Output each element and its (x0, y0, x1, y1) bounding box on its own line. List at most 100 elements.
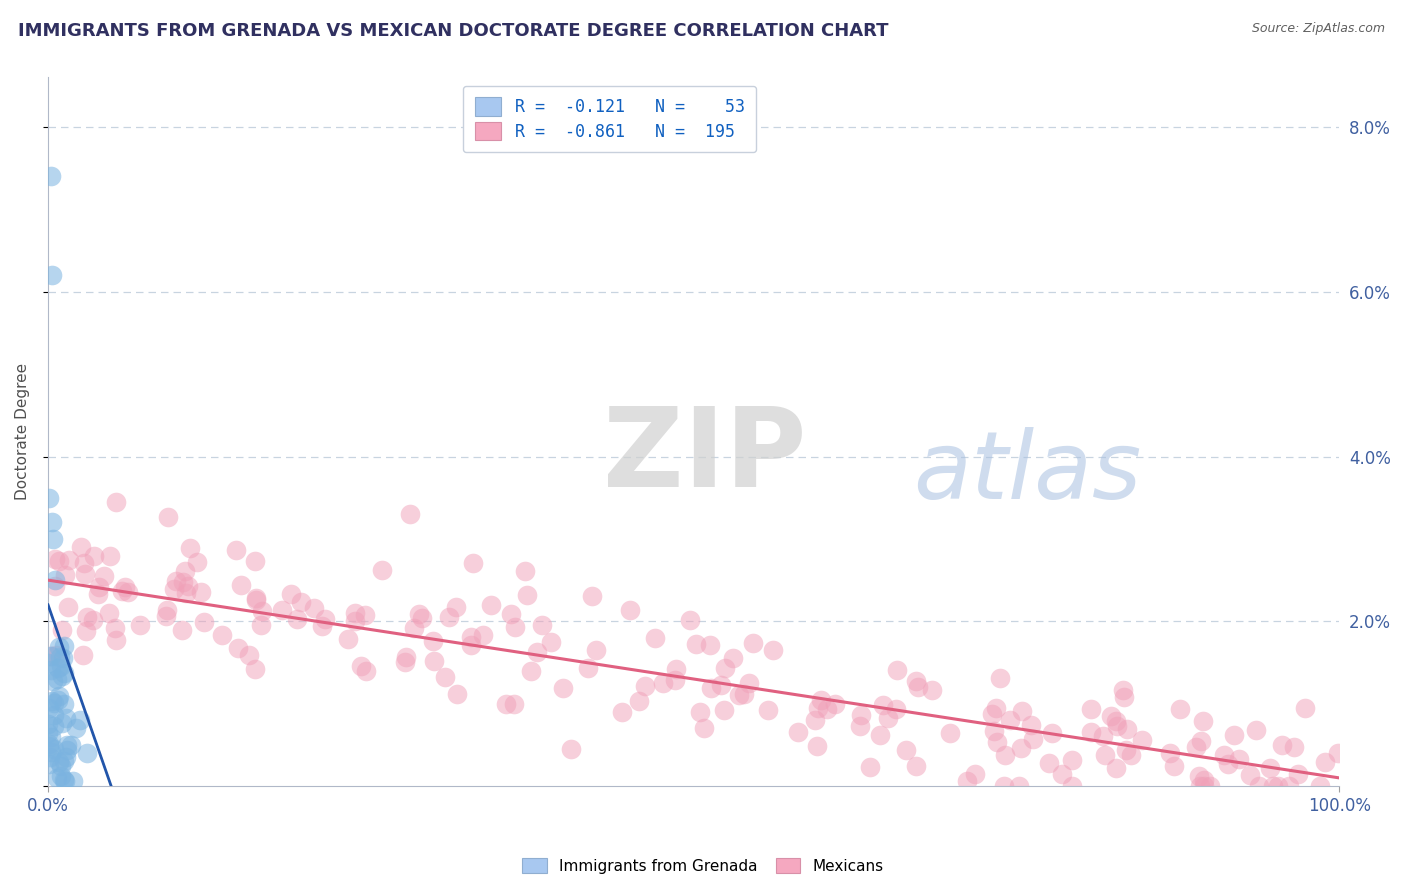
Point (76, 746, 98, 760)
Point (55, 749, 77, 764)
Point (1188, 769, 1211, 783)
Point (87, 587, 110, 601)
Point (1313, 756, 1336, 770)
Point (52, 666, 75, 681)
Point (1213, 748, 1236, 763)
Point (803, 713, 825, 727)
Point (1008, 779, 1031, 793)
Point (394, 655, 416, 669)
Point (1105, 714, 1128, 728)
Point (114, 580, 136, 594)
Point (404, 621, 426, 635)
Point (998, 713, 1021, 727)
Point (1080, 724, 1102, 739)
Point (38, 738, 60, 752)
Point (104, 633, 127, 648)
Point (49, 649, 72, 664)
Point (73, 556, 96, 570)
Point (51, 623, 73, 637)
Point (42, 532, 65, 546)
Point (165, 574, 187, 588)
Point (344, 614, 367, 628)
Point (993, 779, 1015, 793)
Point (963, 767, 986, 781)
Point (1121, 747, 1143, 762)
Point (713, 703, 735, 717)
Point (727, 688, 749, 702)
Point (38, 739, 60, 753)
Point (685, 637, 707, 651)
Point (689, 705, 711, 719)
Point (45, 673, 67, 687)
Point (503, 697, 526, 711)
Point (186, 555, 208, 569)
Point (51, 668, 73, 682)
Point (52, 650, 75, 665)
Point (48, 661, 70, 675)
Point (41, 663, 63, 677)
Text: Source: ZipAtlas.com: Source: ZipAtlas.com (1251, 22, 1385, 36)
Point (530, 618, 553, 632)
Point (634, 679, 657, 693)
Point (905, 674, 928, 689)
Point (540, 635, 562, 649)
Point (869, 728, 891, 742)
Point (290, 595, 312, 609)
Point (177, 579, 200, 593)
Legend: Immigrants from Grenada, Mexicans: Immigrants from Grenada, Mexicans (516, 852, 890, 880)
Point (1258, 761, 1281, 775)
Point (48, 755, 70, 769)
Point (250, 617, 273, 632)
Point (581, 589, 603, 603)
Point (55, 711, 77, 725)
Point (1168, 701, 1191, 715)
Point (560, 742, 582, 756)
Point (665, 662, 688, 676)
Point (1216, 757, 1239, 772)
Point (39, 750, 62, 764)
Point (41, 649, 63, 664)
Point (824, 698, 846, 712)
Point (42, 674, 65, 689)
Point (652, 676, 675, 690)
Point (1060, 753, 1083, 767)
Point (1050, 767, 1073, 781)
Point (129, 618, 152, 632)
Point (395, 649, 418, 664)
Point (700, 681, 723, 696)
Point (72, 648, 94, 662)
Point (56, 743, 79, 757)
Point (37, 701, 59, 715)
Legend: R =  -0.121   N =    53, R =  -0.861   N =  195: R = -0.121 N = 53, R = -0.861 N = 195 (463, 86, 756, 153)
Point (1115, 742, 1137, 756)
Point (65, 722, 87, 736)
Point (56, 600, 79, 615)
Point (111, 584, 134, 599)
Point (762, 643, 785, 657)
Point (721, 651, 744, 665)
Point (444, 599, 467, 614)
Point (62, 774, 84, 789)
Point (42, 742, 65, 756)
Point (859, 760, 882, 774)
Point (229, 577, 252, 591)
Point (73, 567, 96, 582)
Point (51, 769, 73, 783)
Point (117, 585, 139, 599)
Point (104, 621, 127, 635)
Point (89, 580, 111, 594)
Point (1105, 761, 1128, 775)
Point (1159, 746, 1181, 760)
Point (174, 586, 197, 600)
Point (1271, 738, 1294, 752)
Point (1198, 779, 1220, 793)
Point (353, 607, 375, 622)
Point (44, 573, 66, 587)
Point (612, 705, 634, 719)
Point (515, 564, 537, 578)
Point (1282, 740, 1305, 755)
Point (304, 601, 326, 615)
Point (815, 702, 838, 716)
Point (226, 640, 249, 655)
Point (48, 689, 70, 703)
